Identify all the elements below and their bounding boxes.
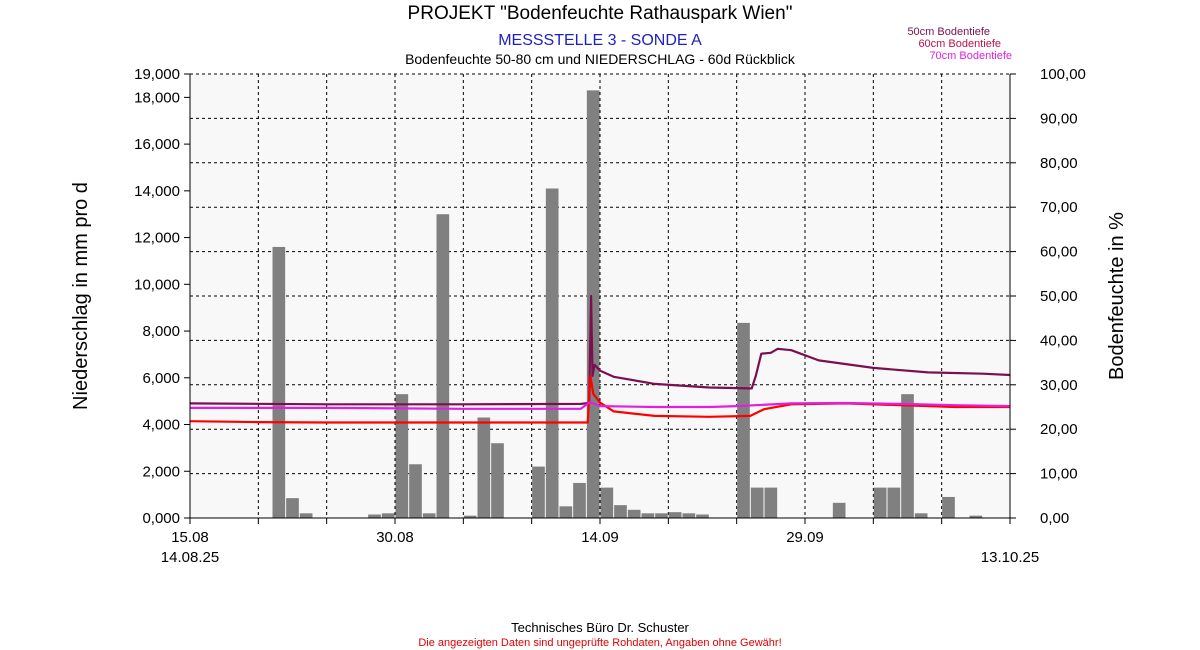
chart-subtitle: MESSSTELLE 3 - SONDE A bbox=[498, 32, 702, 49]
y-right-axis-label: Bodenfeuchte in % bbox=[1106, 212, 1128, 380]
y-right-tick-label: 70,00 bbox=[1040, 199, 1078, 216]
y-left-tick-label: 16,000 bbox=[134, 136, 180, 153]
precipitation-bar bbox=[914, 513, 928, 518]
precipitation-bar bbox=[627, 509, 641, 518]
y-left-tick-label: 14,000 bbox=[134, 183, 180, 200]
y-left-tick-label: 8,000 bbox=[142, 323, 180, 340]
precipitation-bar bbox=[682, 513, 696, 518]
x-range-end-label: 13.10.25 bbox=[981, 549, 1039, 566]
y-right-tick-label: 20,00 bbox=[1040, 421, 1078, 438]
legend-item-50cm: 50cm Bodentiefe bbox=[907, 26, 990, 38]
precipitation-bar bbox=[545, 188, 559, 519]
precipitation-bars bbox=[272, 90, 983, 519]
footer-credit: Technisches Büro Dr. Schuster bbox=[511, 620, 689, 635]
y-left-tick-label: 12,000 bbox=[134, 230, 180, 247]
precipitation-bar bbox=[737, 322, 750, 518]
precipitation-bar bbox=[368, 514, 381, 518]
grid bbox=[190, 73, 1010, 518]
precipitation-bar bbox=[764, 487, 778, 518]
y-left-tick-label: 4,000 bbox=[142, 417, 180, 434]
y-right-tick-label: 0,00 bbox=[1040, 510, 1069, 527]
y-right-tick-label: 40,00 bbox=[1040, 332, 1078, 349]
y-right-tick-label: 90,00 bbox=[1040, 110, 1078, 127]
y-left-tick-label: 0,000 bbox=[142, 510, 180, 527]
precipitation-bar bbox=[409, 464, 422, 518]
precipitation-bar bbox=[299, 513, 313, 518]
y-left-axis-label: Niederschlag in mm pro d bbox=[70, 182, 92, 410]
precipitation-bar bbox=[832, 502, 846, 518]
precipitation-bar bbox=[750, 487, 764, 518]
y-left-tick-label: 18,000 bbox=[134, 89, 180, 106]
precipitation-bar bbox=[559, 506, 573, 518]
x-tick-label: 14.09 bbox=[581, 529, 619, 546]
y-right-tick-label: 30,00 bbox=[1040, 377, 1078, 394]
soil-moisture-lines bbox=[189, 294, 1011, 424]
y-right-tick-label: 50,00 bbox=[1040, 288, 1078, 305]
x-tick-label: 30.08 bbox=[376, 529, 414, 546]
precipitation-bar bbox=[668, 512, 682, 518]
precipitation-bar bbox=[436, 214, 450, 519]
precipitation-bar bbox=[381, 513, 395, 518]
series-line-3 bbox=[190, 401, 1011, 410]
chart-subtitle-2: Bodenfeuchte 50-80 cm und NIEDERSCHLAG -… bbox=[405, 51, 796, 67]
precipitation-bar bbox=[477, 417, 491, 518]
precipitation-bar bbox=[655, 513, 668, 518]
chart-title: PROJEKT "Bodenfeuchte Rathauspark Wien" bbox=[408, 3, 793, 24]
precipitation-bar bbox=[286, 498, 299, 518]
x-range-start-label: 14.08.25 bbox=[161, 549, 219, 566]
precipitation-bar bbox=[873, 487, 887, 518]
precipitation-bar bbox=[901, 394, 914, 518]
precipitation-bar bbox=[422, 513, 436, 518]
precipitation-bar bbox=[573, 482, 586, 518]
precipitation-bar bbox=[463, 515, 477, 518]
y-right-tick-label: 80,00 bbox=[1040, 155, 1078, 172]
footer-disclaimer: Die angezeigten Daten sind ungeprüfte Ro… bbox=[418, 637, 781, 649]
y-left-tick-label: 6,000 bbox=[142, 370, 180, 387]
precipitation-bar bbox=[600, 487, 614, 518]
x-tick-label: 15.08 bbox=[171, 529, 209, 546]
precipitation-bar bbox=[887, 487, 901, 518]
precipitation-bar bbox=[942, 496, 955, 518]
precipitation-bar bbox=[969, 515, 983, 518]
precipitation-bar bbox=[532, 466, 545, 518]
y-right-tick-label: 100,00 bbox=[1040, 66, 1086, 83]
axes bbox=[184, 73, 1016, 524]
legend: 50cm Bodentiefe 60cm Bodentiefe 70cm Bod… bbox=[907, 26, 1012, 62]
y-left-tick-label: 10,000 bbox=[134, 276, 180, 293]
y-left-tick-label: 2,000 bbox=[142, 463, 180, 480]
x-tick-label: 29.09 bbox=[786, 529, 824, 546]
y-right-tick-label: 10,00 bbox=[1040, 466, 1078, 483]
precipitation-bar bbox=[395, 394, 409, 518]
precipitation-bar bbox=[614, 505, 627, 518]
precipitation-bar bbox=[586, 90, 600, 518]
precipitation-bar bbox=[696, 514, 709, 518]
legend-item-60cm: 60cm Bodentiefe bbox=[918, 38, 1001, 50]
precipitation-bar bbox=[491, 443, 504, 518]
precipitation-bar bbox=[641, 513, 655, 518]
y-left-tick-label: 19,000 bbox=[134, 66, 180, 83]
legend-item-70cm: 70cm Bodentiefe bbox=[929, 50, 1012, 62]
tick-labels: 0,000 2,000 4,000 6,000 8,000 10,000 12,000 14,… bbox=[134, 66, 1086, 546]
precipitation-bar bbox=[272, 246, 286, 518]
y-right-tick-label: 60,00 bbox=[1040, 244, 1078, 261]
